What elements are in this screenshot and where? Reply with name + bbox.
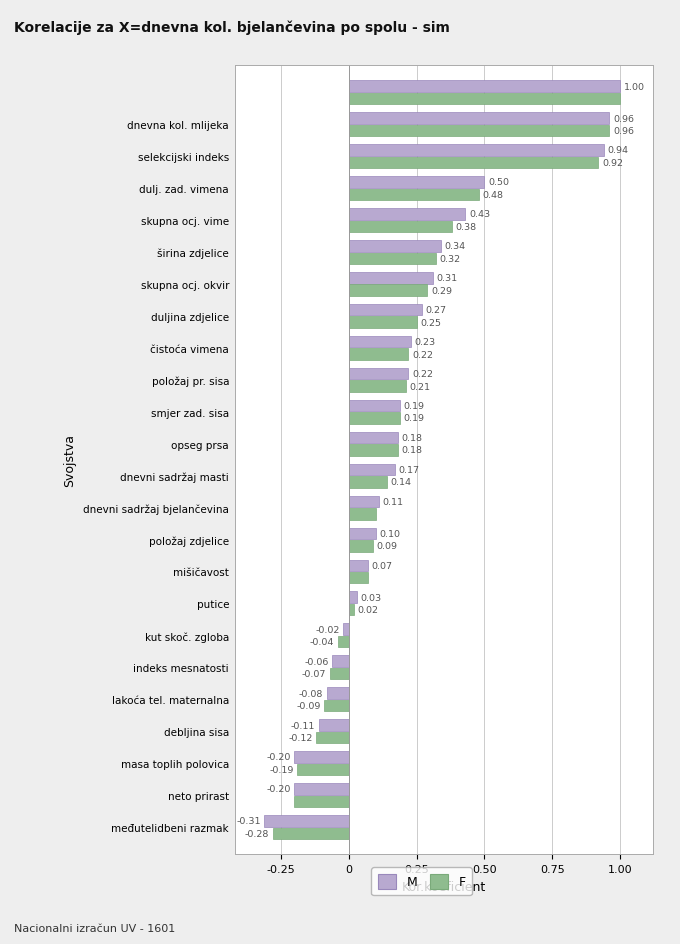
Bar <box>349 158 598 169</box>
Text: 0.32: 0.32 <box>439 255 460 263</box>
Text: 0.38: 0.38 <box>456 223 477 231</box>
Bar <box>349 497 379 508</box>
Text: 0.18: 0.18 <box>401 433 422 443</box>
Text: 0.17: 0.17 <box>398 465 420 475</box>
Text: -0.07: -0.07 <box>302 669 326 679</box>
Text: 0.02: 0.02 <box>358 605 379 615</box>
Bar <box>349 572 368 583</box>
Bar <box>349 368 409 379</box>
Bar <box>349 400 401 412</box>
Text: -0.06: -0.06 <box>305 657 329 666</box>
Bar <box>349 317 417 329</box>
Text: -0.28: -0.28 <box>245 829 269 838</box>
Text: 0.96: 0.96 <box>613 126 634 136</box>
Text: 0.34: 0.34 <box>445 242 466 251</box>
Bar <box>349 81 620 93</box>
Text: 0.92: 0.92 <box>602 159 623 168</box>
Bar <box>349 349 409 361</box>
Text: 0.27: 0.27 <box>426 306 447 315</box>
Bar <box>349 209 465 220</box>
Bar <box>324 700 349 712</box>
Bar <box>349 541 373 552</box>
Bar <box>294 796 349 807</box>
Text: 0.50: 0.50 <box>488 178 509 187</box>
Bar <box>349 285 428 296</box>
Text: -0.11: -0.11 <box>291 720 316 730</box>
Text: 1.00: 1.00 <box>624 82 645 92</box>
Bar <box>349 253 436 264</box>
Text: -0.31: -0.31 <box>237 817 261 825</box>
Bar <box>349 337 411 348</box>
Text: 0.14: 0.14 <box>390 478 411 487</box>
Bar <box>349 126 609 137</box>
Y-axis label: Svojstva: Svojstva <box>63 433 76 487</box>
Text: 0.43: 0.43 <box>469 211 490 219</box>
Text: Nacionalni izračun UV - 1601: Nacionalni izračun UV - 1601 <box>14 922 175 933</box>
Text: 0.11: 0.11 <box>382 497 403 506</box>
Bar <box>349 604 354 615</box>
Bar <box>297 764 349 775</box>
Bar <box>316 732 349 744</box>
Text: -0.20: -0.20 <box>267 752 291 762</box>
Text: 0.48: 0.48 <box>483 191 503 200</box>
Bar <box>327 687 349 700</box>
Text: 0.94: 0.94 <box>607 146 628 156</box>
Text: 0.03: 0.03 <box>360 593 381 602</box>
Text: -0.09: -0.09 <box>296 701 321 710</box>
Text: 0.19: 0.19 <box>404 401 425 411</box>
Text: 0.29: 0.29 <box>431 286 452 295</box>
Bar <box>349 413 401 424</box>
Bar <box>294 751 349 763</box>
Bar <box>349 113 609 125</box>
Bar <box>333 656 349 667</box>
Text: 0.31: 0.31 <box>437 274 458 283</box>
Bar <box>349 93 620 105</box>
Bar <box>273 828 349 839</box>
Bar <box>349 560 368 571</box>
Bar <box>330 668 349 680</box>
Bar <box>349 241 441 252</box>
Bar <box>349 380 406 393</box>
Text: 0.21: 0.21 <box>409 382 430 391</box>
Text: -0.12: -0.12 <box>288 733 313 742</box>
Bar <box>338 636 349 648</box>
Text: 0.22: 0.22 <box>412 370 433 379</box>
Bar <box>343 624 349 635</box>
Bar <box>349 145 604 157</box>
Text: -0.04: -0.04 <box>310 637 335 647</box>
Bar <box>349 445 398 456</box>
Bar <box>349 221 452 233</box>
Bar <box>294 784 349 795</box>
Text: Korelacije za X=dnevna kol. bjelančevina po spolu - sim: Korelacije za X=dnevna kol. bjelančevina… <box>14 21 449 35</box>
Legend: M, F: M, F <box>371 868 472 895</box>
Bar <box>349 177 484 189</box>
Bar <box>349 509 376 520</box>
Text: 0.18: 0.18 <box>401 446 422 455</box>
Text: 0.22: 0.22 <box>412 350 433 360</box>
X-axis label: Kor.koeficient: Kor.koeficient <box>402 880 486 893</box>
Bar <box>349 592 357 603</box>
Text: -0.19: -0.19 <box>269 765 294 774</box>
Text: 0.96: 0.96 <box>613 114 634 124</box>
Text: 0.10: 0.10 <box>379 530 401 538</box>
Bar <box>349 528 376 540</box>
Bar <box>349 305 422 316</box>
Text: 0.09: 0.09 <box>377 542 398 550</box>
Bar <box>349 477 387 488</box>
Text: 0.25: 0.25 <box>420 318 441 328</box>
Bar <box>349 273 433 284</box>
Bar <box>319 719 349 731</box>
Bar <box>349 432 398 444</box>
Text: -0.02: -0.02 <box>316 625 340 634</box>
Text: -0.20: -0.20 <box>267 784 291 794</box>
Text: 0.07: 0.07 <box>371 561 392 570</box>
Text: 0.23: 0.23 <box>415 338 436 346</box>
Text: -0.08: -0.08 <box>299 689 324 698</box>
Bar <box>349 464 395 476</box>
Bar <box>265 816 349 827</box>
Bar <box>349 190 479 201</box>
Text: 0.19: 0.19 <box>404 414 425 423</box>
